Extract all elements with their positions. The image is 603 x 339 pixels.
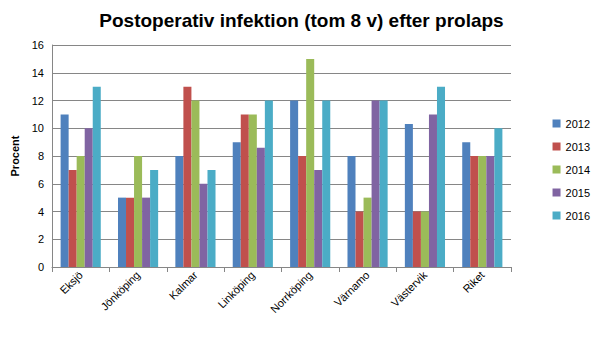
svg-text:10: 10 — [32, 122, 44, 134]
svg-text:0: 0 — [38, 261, 44, 273]
svg-text:2015: 2015 — [566, 187, 590, 199]
svg-text:Postoperativ infektion (tom 8: Postoperativ infektion (tom 8 v) efter p… — [99, 10, 503, 31]
svg-text:Kalmar: Kalmar — [167, 269, 200, 302]
svg-text:Jönköping: Jönköping — [98, 269, 142, 313]
svg-text:4: 4 — [38, 206, 44, 218]
svg-text:16: 16 — [32, 39, 44, 51]
svg-text:2014: 2014 — [566, 164, 590, 176]
svg-text:Västervik: Västervik — [389, 268, 430, 309]
svg-text:2012: 2012 — [566, 118, 590, 130]
svg-text:Procent: Procent — [9, 135, 21, 176]
svg-text:Eksjö: Eksjö — [57, 269, 84, 296]
svg-text:12: 12 — [32, 95, 44, 107]
svg-text:Värnamo: Värnamo — [332, 269, 372, 309]
svg-text:2: 2 — [38, 233, 44, 245]
svg-text:14: 14 — [32, 67, 44, 79]
svg-text:2016: 2016 — [566, 210, 590, 222]
svg-text:Linköping: Linköping — [215, 269, 257, 311]
svg-text:8: 8 — [38, 150, 44, 162]
svg-text:6: 6 — [38, 178, 44, 190]
svg-text:2013: 2013 — [566, 141, 590, 153]
svg-text:Riket: Riket — [460, 269, 486, 295]
svg-text:Norrköping: Norrköping — [268, 269, 314, 315]
